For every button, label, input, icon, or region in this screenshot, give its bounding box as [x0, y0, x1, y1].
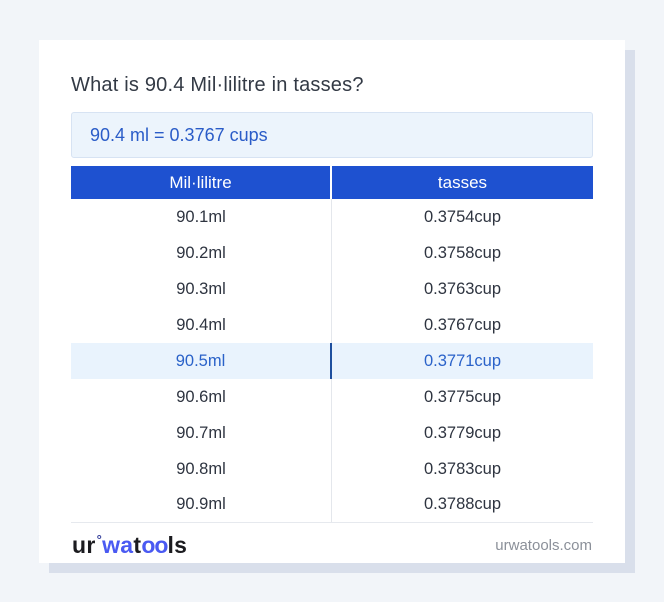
page-title: What is 90.4 Mil·lilitre in tasses? — [71, 74, 364, 96]
logo-part-oo: oo — [141, 532, 168, 558]
result-banner: 90.4 ml = 0.3767 cups — [71, 112, 593, 158]
footer: ur°watools urwatools.com — [71, 532, 593, 559]
cell-millilitre[interactable]: 90.8ml — [71, 451, 332, 487]
column-header-tasses: tasses — [332, 166, 593, 199]
table-header-row: Mil·lilitre tasses — [71, 166, 593, 199]
logo-part-t: t — [133, 532, 142, 558]
cell-tasses[interactable]: 0.3771cup — [332, 343, 593, 379]
cell-tasses[interactable]: 0.3754cup — [332, 199, 593, 235]
site-domain: urwatools.com — [495, 537, 592, 554]
cell-tasses[interactable]: 0.3758cup — [332, 235, 593, 271]
cell-millilitre[interactable]: 90.3ml — [71, 271, 332, 307]
cell-millilitre[interactable]: 90.2ml — [71, 235, 332, 271]
cell-tasses[interactable]: 0.3767cup — [332, 307, 593, 343]
converter-card: What is 90.4 Mil·lilitre in tasses? 90.4… — [39, 40, 625, 563]
cell-millilitre[interactable]: 90.1ml — [71, 199, 332, 235]
cell-tasses[interactable]: 0.3763cup — [332, 271, 593, 307]
logo-degree-icon: ° — [96, 532, 103, 547]
table-row[interactable]: 90.9ml 0.3788cup — [71, 487, 593, 523]
table-row[interactable]: 90.5ml 0.3771cup — [71, 343, 593, 379]
conversion-table: Mil·lilitre tasses 90.1ml 0.3754cup 90.2… — [71, 166, 593, 523]
cell-tasses[interactable]: 0.3775cup — [332, 379, 593, 415]
cell-tasses[interactable]: 0.3788cup — [332, 487, 593, 523]
logo-part-wa: wa — [102, 532, 134, 558]
column-header-millilitre: Mil·lilitre — [71, 166, 332, 199]
conversion-table-body: 90.1ml 0.3754cup 90.2ml 0.3758cup 90.3ml… — [71, 199, 593, 523]
logo-part-ls: ls — [167, 532, 188, 558]
table-row[interactable]: 90.2ml 0.3758cup — [71, 235, 593, 271]
table-row[interactable]: 90.3ml 0.3763cup — [71, 271, 593, 307]
brand-logo[interactable]: ur°watools — [72, 532, 187, 559]
table-row[interactable]: 90.1ml 0.3754cup — [71, 199, 593, 235]
table-row[interactable]: 90.7ml 0.3779cup — [71, 415, 593, 451]
result-text: 90.4 ml = 0.3767 cups — [90, 124, 268, 145]
cell-millilitre[interactable]: 90.6ml — [71, 379, 332, 415]
cell-millilitre[interactable]: 90.7ml — [71, 415, 332, 451]
cell-tasses[interactable]: 0.3779cup — [332, 415, 593, 451]
cell-millilitre[interactable]: 90.4ml — [71, 307, 332, 343]
cell-millilitre[interactable]: 90.9ml — [71, 487, 332, 523]
cell-tasses[interactable]: 0.3783cup — [332, 451, 593, 487]
table-row[interactable]: 90.8ml 0.3783cup — [71, 451, 593, 487]
table-row[interactable]: 90.4ml 0.3767cup — [71, 307, 593, 343]
cell-millilitre[interactable]: 90.5ml — [71, 343, 332, 379]
logo-part-ur: ur — [72, 532, 96, 558]
table-row[interactable]: 90.6ml 0.3775cup — [71, 379, 593, 415]
